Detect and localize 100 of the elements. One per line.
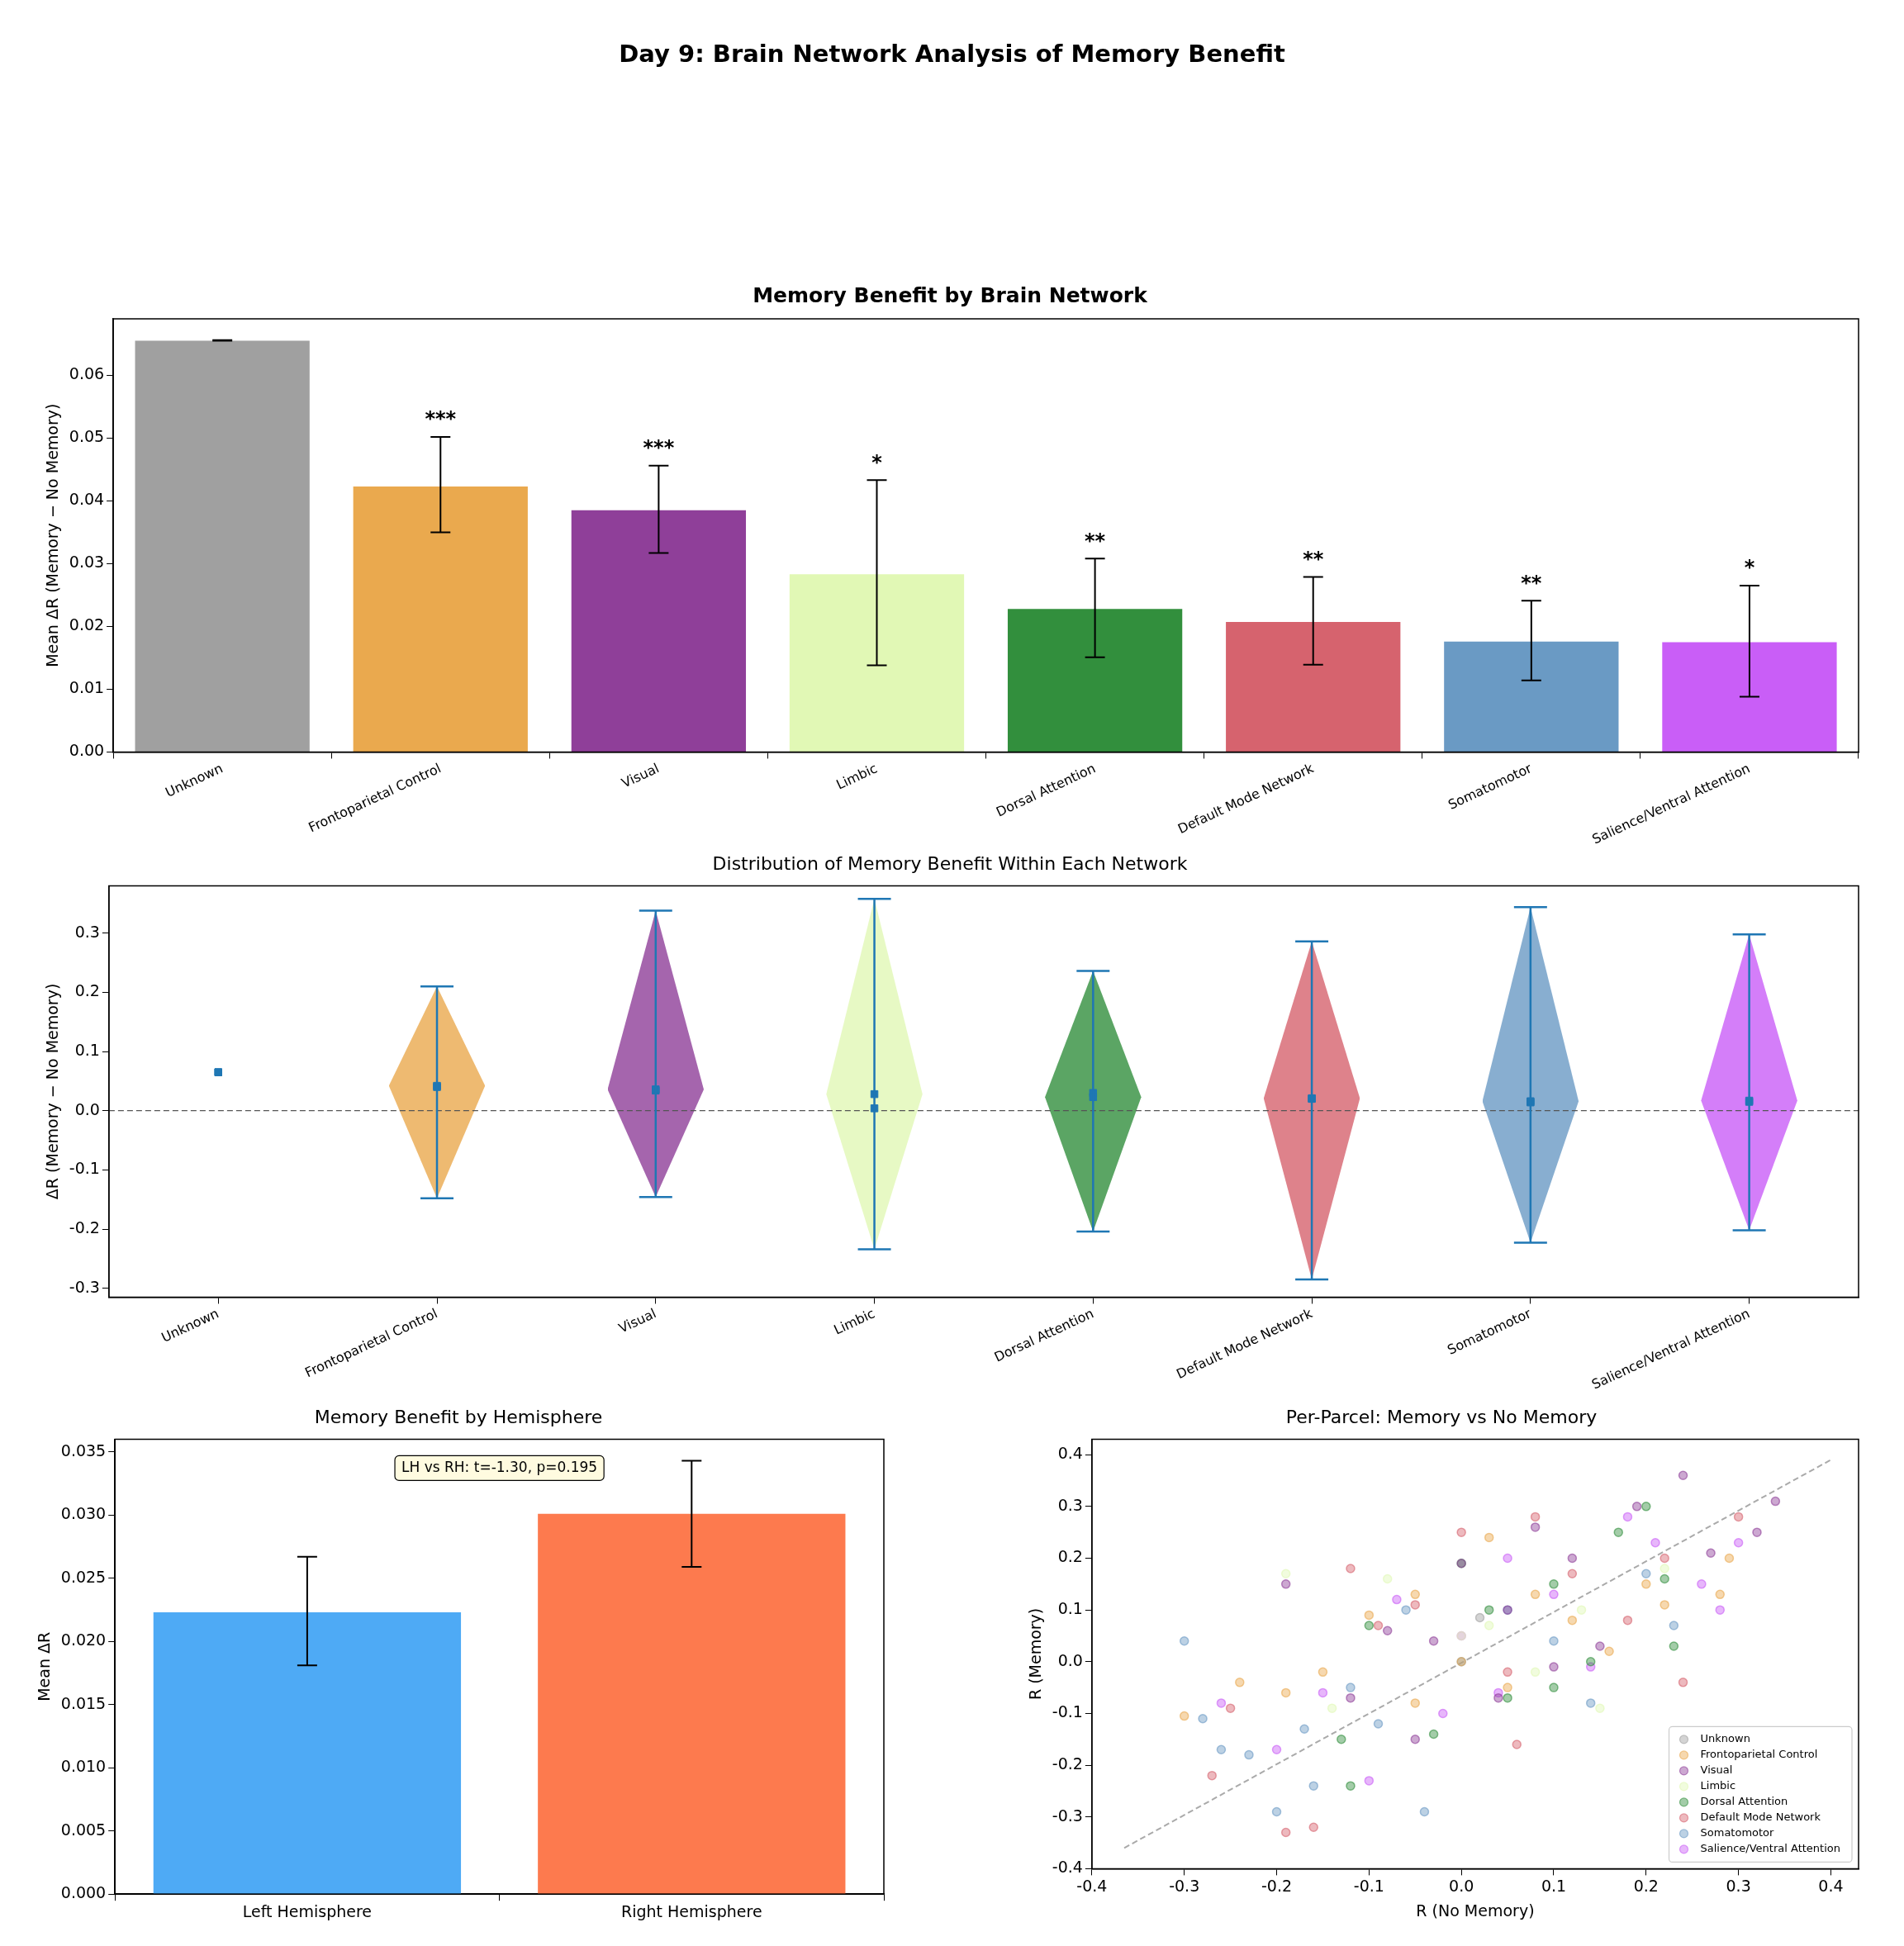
point	[1659, 1564, 1669, 1573]
x-tick-label: 0.3	[1726, 1876, 1751, 1895]
y-tick-label: -0.2	[1052, 1754, 1083, 1773]
point	[1549, 1662, 1559, 1672]
point	[1438, 1708, 1448, 1719]
point	[1346, 1564, 1356, 1573]
annotation: **	[1521, 571, 1542, 595]
x-axis-title: R (No Memory)	[1416, 1901, 1535, 1920]
annotation: ***	[643, 436, 675, 460]
point	[1271, 1806, 1282, 1817]
y-tick-label: 0.01	[69, 678, 105, 697]
y-tick-label: -0.3	[69, 1277, 100, 1296]
point	[1549, 1683, 1559, 1692]
point	[1337, 1735, 1346, 1744]
y-tick-label: 0.0	[74, 1099, 100, 1118]
x-tick-label: Left Hemisphere	[242, 1901, 373, 1920]
point	[1503, 1692, 1512, 1703]
point	[1697, 1579, 1707, 1589]
point	[1410, 1735, 1420, 1744]
bar	[1226, 622, 1401, 752]
x-tick-label: -0.2	[1261, 1876, 1293, 1895]
point	[1715, 1589, 1726, 1600]
y-tick-label: 0.05	[69, 427, 105, 446]
point	[1503, 1667, 1512, 1678]
point	[1659, 1553, 1669, 1564]
point	[1280, 1579, 1291, 1589]
point	[1364, 1776, 1375, 1786]
point	[1530, 1522, 1541, 1532]
y-axis-title: Mean ΔR	[35, 1631, 54, 1702]
point	[1207, 1770, 1217, 1781]
point	[1631, 1502, 1642, 1512]
y-tick-label: 0.00	[69, 741, 105, 760]
x-tick-label: -0.1	[1353, 1876, 1384, 1895]
y-axis-title: R (Memory)	[1026, 1607, 1045, 1701]
y-tick-label: 0.4	[1057, 1444, 1083, 1463]
chart-title: Day 9: Brain Network Analysis of Memory Benefit	[618, 40, 1286, 68]
point	[1549, 1635, 1559, 1646]
x-tick-label: -0.4	[1076, 1876, 1108, 1895]
point	[1678, 1470, 1688, 1481]
point	[1198, 1713, 1208, 1724]
y-tick-label: 0.1	[74, 1040, 100, 1059]
point	[1410, 1698, 1420, 1708]
point	[1419, 1806, 1430, 1817]
point	[1604, 1646, 1614, 1657]
legend-label: Visual	[1700, 1763, 1733, 1777]
annotation: **	[1085, 529, 1106, 553]
x-tick-label: Right Hemisphere	[620, 1901, 762, 1920]
point	[1706, 1548, 1716, 1558]
point	[1382, 1573, 1393, 1584]
point	[1216, 1698, 1227, 1708]
point	[1364, 1621, 1375, 1630]
point	[1641, 1579, 1651, 1589]
bar	[789, 574, 965, 752]
point	[1327, 1703, 1337, 1713]
point	[1530, 1667, 1541, 1678]
y-tick-label: 0.03	[69, 553, 105, 572]
point	[1179, 1635, 1189, 1646]
point	[1567, 1569, 1578, 1579]
y-tick-label: 0.020	[60, 1630, 107, 1649]
annotation: *	[871, 450, 883, 474]
point	[1484, 1621, 1494, 1630]
point	[1244, 1749, 1254, 1760]
point	[1613, 1527, 1624, 1537]
point	[1318, 1687, 1328, 1698]
y-tick-label: 0.3	[1057, 1495, 1083, 1514]
point	[1669, 1641, 1679, 1651]
y-tick-label: 0.2	[74, 981, 100, 1000]
y-axis-title: Mean ΔR (Memory − No Memory)	[43, 403, 62, 667]
legend-label: Unknown	[1700, 1732, 1750, 1745]
bar	[135, 340, 310, 752]
point	[1474, 1612, 1485, 1623]
point	[1493, 1692, 1503, 1703]
point	[1280, 1827, 1291, 1838]
point	[1669, 1621, 1679, 1630]
y-tick-label: -0.1	[69, 1159, 100, 1178]
x-tick-label: 0.4	[1818, 1876, 1844, 1895]
point	[1373, 1621, 1384, 1630]
y-tick-label: 0.1	[1057, 1599, 1083, 1618]
y-tick-label: 0.0	[1057, 1650, 1083, 1669]
y-tick-label: 0.035	[60, 1441, 107, 1460]
annotation: LH vs RH: t=-1.30, p=0.195	[401, 1458, 598, 1475]
point	[1373, 1719, 1384, 1729]
x-tick-label: 0.1	[1541, 1876, 1567, 1895]
point	[1549, 1579, 1559, 1589]
point	[1567, 1553, 1578, 1564]
chart-subtitle: Memory Benefit by Brain Network	[753, 282, 1149, 307]
point	[1641, 1502, 1651, 1512]
y-tick-label: 0.000	[60, 1883, 107, 1902]
point	[1401, 1605, 1411, 1615]
legend-label: Default Mode Network	[1700, 1811, 1821, 1824]
point	[1318, 1667, 1328, 1678]
point	[1308, 1822, 1318, 1833]
chart-title: Distribution of Memory Benefit Within Each Network	[712, 852, 1188, 874]
point	[1364, 1610, 1375, 1621]
point	[1585, 1698, 1596, 1708]
point	[1724, 1553, 1735, 1564]
y-tick-label: 0.010	[60, 1757, 107, 1776]
point	[1512, 1740, 1522, 1749]
point	[1428, 1635, 1439, 1646]
point	[1530, 1512, 1541, 1522]
